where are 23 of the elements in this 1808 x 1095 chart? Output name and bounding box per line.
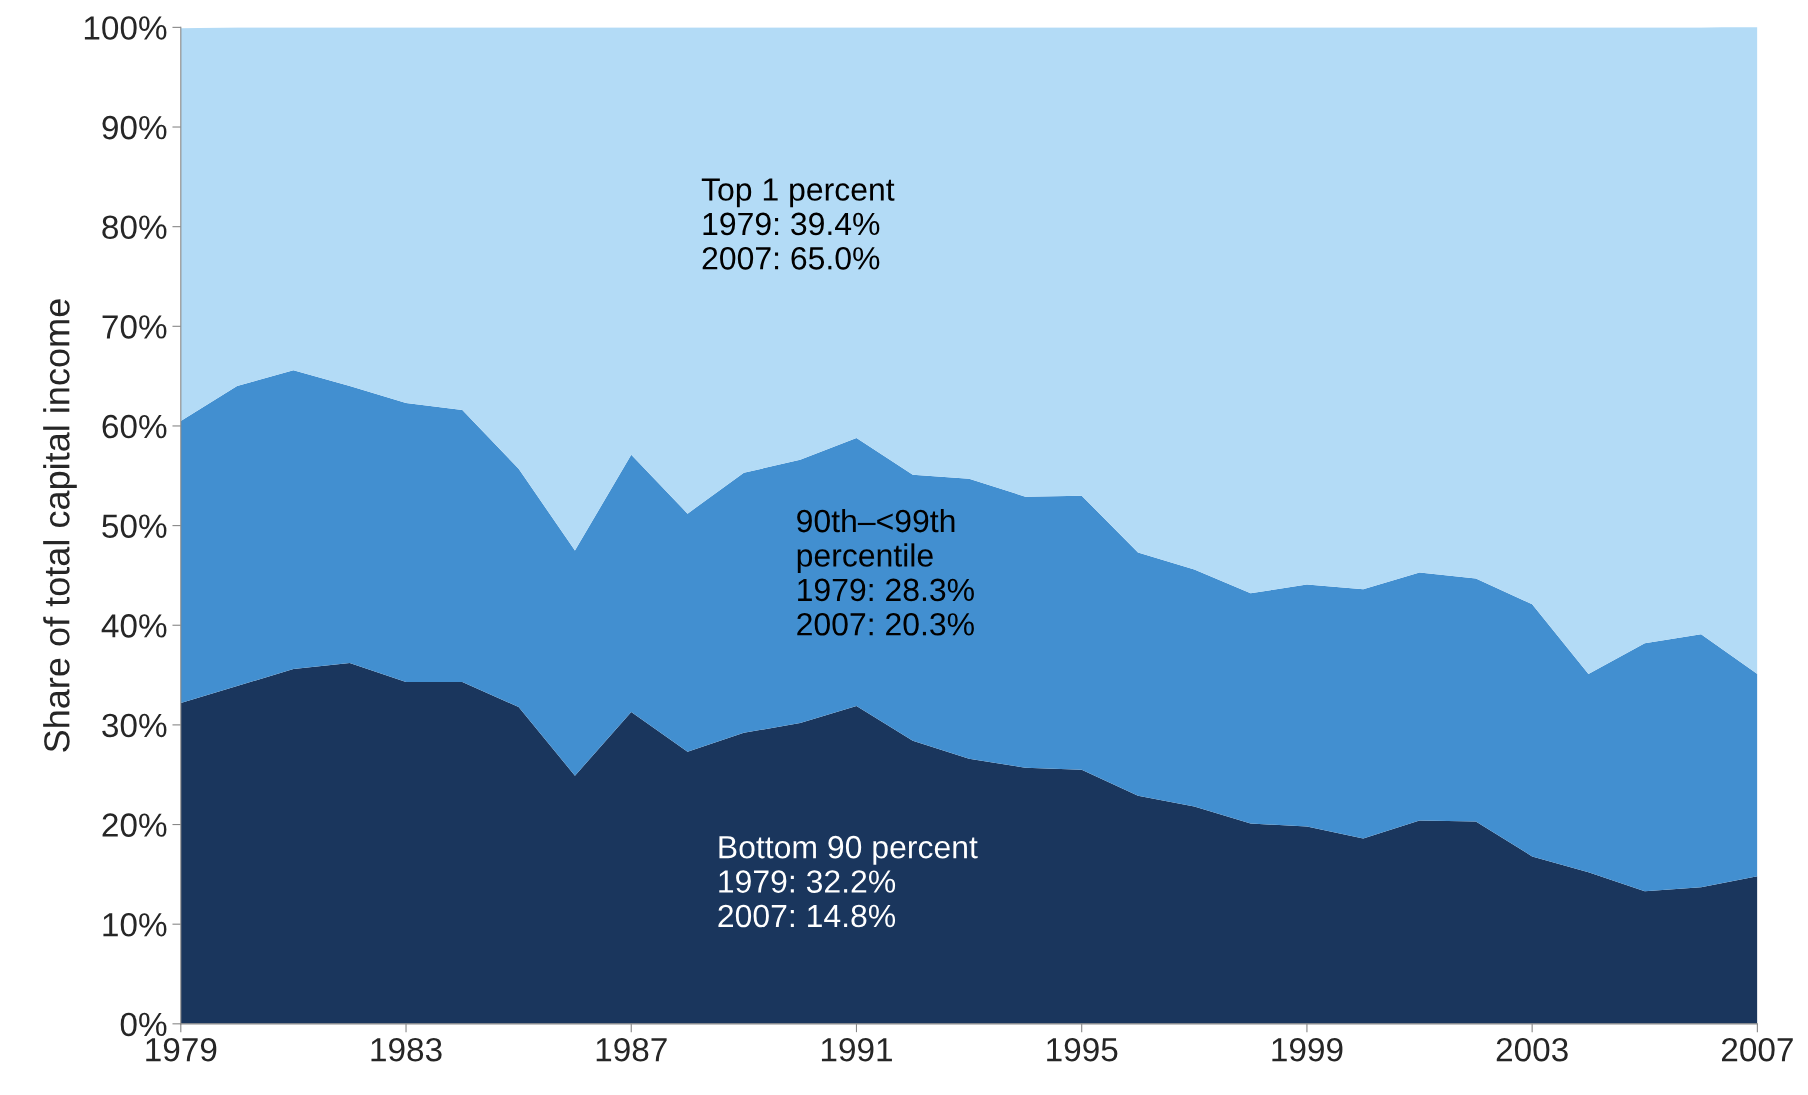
y-tick-label: 50% <box>102 514 167 539</box>
x-tick-label: 2003 <box>1496 1037 1568 1062</box>
y-tick-label: 30% <box>102 713 167 738</box>
annotation: Bottom 90 percent 1979: 32.2% 2007: 14.8% <box>718 835 978 928</box>
x-tick-label: 1999 <box>1272 1037 1343 1062</box>
annotation: Top 1 percent 1979: 39.4% 2007: 65.0% <box>701 178 895 270</box>
y-tick-label: 0% <box>120 1012 167 1037</box>
x-tick-label: 1983 <box>371 1037 442 1062</box>
x-tick-label: 1991 <box>821 1037 892 1062</box>
y-tick-label: 90% <box>102 115 167 140</box>
x-tick-label: 2007 <box>1721 1037 1793 1062</box>
annotation: 90th–<99th percentile 1979: 28.3% 2007: 20.3% <box>797 508 974 636</box>
y-tick-label: 10% <box>103 912 167 937</box>
y-tick-label: 70% <box>102 315 167 339</box>
x-tick-label: 1987 <box>596 1037 667 1062</box>
x-tick-label: 1979 <box>146 1037 217 1062</box>
x-tick-label: 1995 <box>1047 1037 1118 1062</box>
y-tick-label: 100% <box>84 16 167 40</box>
y-tick-label: 20% <box>102 813 167 837</box>
y-tick-label: 80% <box>102 215 167 240</box>
y-axis-title: Share of total capital income <box>43 299 77 752</box>
y-tick-label: 40% <box>101 614 167 638</box>
y-tick-label: 60% <box>102 414 167 439</box>
